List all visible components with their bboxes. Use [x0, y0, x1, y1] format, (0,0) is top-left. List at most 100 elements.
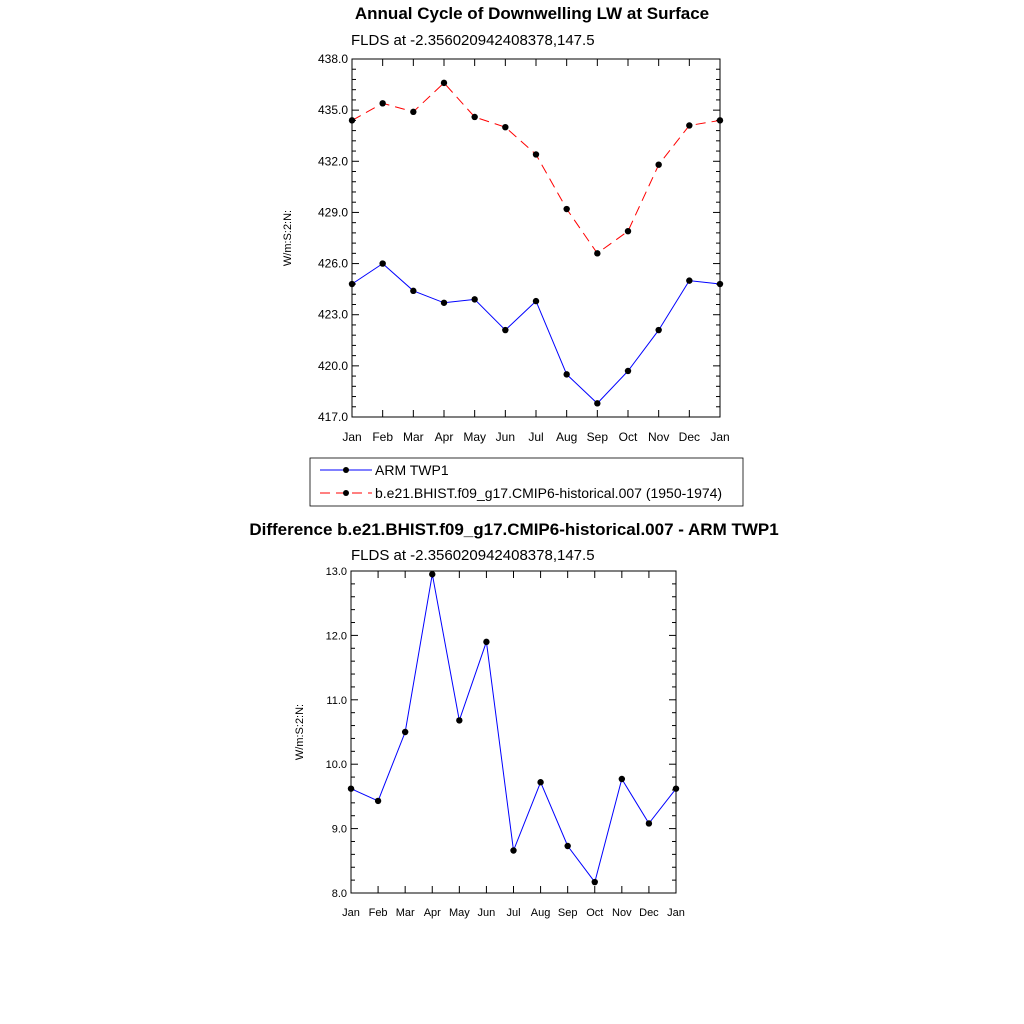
chart2-xtick-label: Jun [478, 907, 496, 919]
chart1-xtick-label: Oct [619, 430, 638, 444]
chart2-xtick-label: Sep [558, 907, 578, 919]
chart1-xtick-label: Jan [342, 430, 361, 444]
chart1-ytick-label: 423.0 [318, 308, 348, 322]
legend-label-model: b.e21.BHIST.f09_g17.CMIP6-historical.007… [375, 485, 722, 501]
chart1-series-2-point [410, 108, 417, 116]
chart1-series-2-point [686, 122, 693, 129]
chart2-ytick-label: 13.0 [326, 566, 347, 578]
chart1-xtick-label: May [463, 430, 486, 444]
chart2-series-1-point [645, 820, 653, 827]
chart1-series-2-point [502, 123, 509, 131]
chart2-xtick-label: Oct [586, 907, 603, 919]
chart2-series-1-point [510, 847, 517, 854]
chart1-series-1-point [594, 400, 601, 407]
chart1-axes: 417.0 420.0 423.0 426.0 429.0 432.0 435.0 438.0… [318, 52, 730, 444]
chart1-plot-area [348, 79, 724, 407]
chart2-series-1-point [537, 779, 544, 786]
chart2-series-1-point [456, 717, 463, 724]
chart1-series-line-1 [351, 262, 721, 405]
chart2-xtick-label: Mar [396, 907, 415, 919]
chart1-series-2-point [624, 227, 632, 235]
chart2-series-1-point [483, 638, 490, 646]
chart2-subtitle: FLDS at -2.356020942408378,147.5 [351, 547, 595, 564]
legend-box [309, 457, 744, 507]
chart1-series-2-point [594, 250, 601, 257]
chart1-series-1-point [379, 260, 386, 267]
chart2-ytick-label: 12.0 [326, 630, 347, 642]
chart2-series-line-1 [350, 574, 677, 884]
chart1-ytick-label: 417.0 [318, 410, 348, 424]
chart1-series-line-2 [351, 82, 721, 255]
legend-item-arm: ARM TWP1 [320, 462, 449, 478]
chart1-xtick-label: Mar [403, 430, 424, 444]
chart1-series-2-point [348, 117, 356, 124]
chart1-title: Annual Cycle of Downwelling LW at Surfac… [355, 4, 709, 23]
chart2-xtick-label: Aug [531, 907, 551, 919]
chart1-ytick-label: 429.0 [318, 205, 348, 219]
chart2-axes: 8.0 9.0 10.0 11.0 12.0 13.0 Jan Feb Mar Apr May Jun… [326, 566, 685, 919]
legend-item-model: b.e21.BHIST.f09_g17.CMIP6-historical.007… [320, 485, 722, 501]
chart1-series-1-point [686, 277, 693, 284]
chart2-ytick-label: 11.0 [326, 695, 347, 707]
chart2-xtick-label: Feb [369, 907, 388, 919]
legend-label-arm: ARM TWP1 [375, 462, 449, 478]
chart1-series-1-point [471, 296, 478, 303]
chart1-series-2-point [379, 100, 386, 107]
chart1-series-2-point [563, 205, 570, 213]
legend-marker-model [343, 490, 349, 496]
chart1-xtick-label: Jul [528, 430, 543, 444]
chart1-series-1-point [502, 326, 509, 334]
chart2-series-1-point [347, 785, 355, 792]
chart1-xtick-label: Apr [435, 430, 454, 444]
chart2-xtick-label: Jan [667, 907, 685, 919]
chart2-series-1-point [618, 775, 626, 783]
chart2-ytick-label: 9.0 [332, 824, 347, 836]
chart2-xtick-label: Jan [342, 907, 360, 919]
chart1-series-1-point [563, 371, 570, 378]
chart1-ytick-label: 420.0 [318, 359, 348, 373]
chart2-xtick-label: Dec [639, 907, 659, 919]
chart1-ytick-label: 438.0 [318, 52, 348, 66]
chart2-series-1-point [591, 878, 598, 886]
chart1-frame [351, 58, 721, 418]
chart1-series-2-point [440, 79, 448, 87]
chart1-series-1-point [348, 280, 356, 288]
chart2-ylabel: W/m:S:2:N: [294, 704, 306, 760]
chart1-series-1-point [410, 287, 417, 295]
chart1-series-1-point [440, 299, 448, 306]
chart1-xtick-label: Aug [556, 430, 577, 444]
chart1-xtick-label: Sep [587, 430, 609, 444]
chart1-xtick-label: Feb [372, 430, 393, 444]
chart2-ytick-label: 10.0 [326, 759, 347, 771]
chart1-ytick-label: 426.0 [318, 257, 348, 271]
chart2-frame [350, 570, 677, 894]
chart1-series-1-point [716, 280, 724, 288]
chart1-ytick-label: 432.0 [318, 154, 348, 168]
chart1-subtitle: FLDS at -2.356020942408378,147.5 [351, 32, 595, 49]
chart2-xtick-label: Jul [506, 907, 520, 919]
chart1-xtick-label: Nov [648, 430, 669, 444]
chart1-ytick-label: 435.0 [318, 103, 348, 117]
chart1-xtick-label: Jun [496, 430, 515, 444]
chart1-series-2-point [655, 161, 662, 168]
chart2-series-1-point [672, 785, 680, 792]
chart2-title: Difference b.e21.BHIST.f09_g17.CMIP6-his… [249, 520, 778, 539]
chart2-series-1-point [429, 571, 436, 578]
chart2-xtick-label: May [449, 907, 470, 919]
chart2-ytick-label: 8.0 [332, 888, 347, 900]
chart2-series-1-point [564, 842, 571, 850]
chart1-series-1-point [655, 326, 662, 334]
chart1-series-1-point [624, 367, 632, 375]
chart2-series-1-point [374, 797, 382, 805]
chart1-xtick-label: Jan [710, 430, 729, 444]
chart2-series-1-point [401, 728, 409, 736]
chart1-series-2-point [532, 151, 540, 158]
chart1-series-2-point [716, 117, 724, 124]
chart2-xtick-label: Nov [612, 907, 632, 919]
chart1-series-2-point [471, 113, 478, 121]
chart1-ylabel: W/m:S:2:N: [282, 210, 294, 266]
chart1-xtick-label: Dec [679, 430, 700, 444]
chart2-xtick-label: Apr [424, 907, 441, 919]
chart2-plot-area [347, 571, 680, 886]
